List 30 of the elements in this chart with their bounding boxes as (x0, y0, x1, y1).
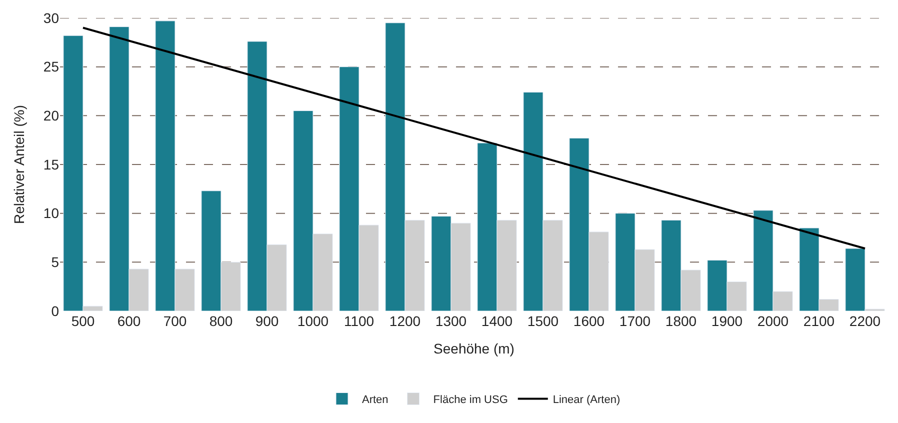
y-tick-label: 20 (43, 108, 60, 124)
y-tick-label: 5 (51, 254, 60, 270)
x-tick-label: 1600 (573, 313, 605, 329)
x-axis-title: Seehöhe (m) (434, 340, 514, 356)
y-tick-label: 30 (43, 10, 60, 26)
x-tick-label: 500 (71, 313, 95, 329)
x-tick-label: 1300 (435, 313, 467, 329)
legend-label: Linear (Arten) (552, 394, 620, 406)
x-tick-label: 600 (117, 313, 141, 329)
y-axis-title: Relativer Anteil (%) (11, 104, 28, 224)
x-tick-label: 2000 (757, 313, 789, 329)
x-tick-label: 1100 (344, 313, 374, 329)
x-tick-label: 2100 (803, 313, 835, 329)
x-tick-label: 1900 (711, 313, 743, 329)
x-tick-label: 1700 (619, 313, 651, 329)
x-tick-label: 1000 (297, 313, 329, 329)
y-tick-label: 15 (43, 156, 60, 172)
y-tick-label: 25 (43, 58, 60, 75)
legend-label: Arten (362, 394, 388, 406)
x-tick-label: 2200 (849, 313, 881, 329)
x-tick-label: 1500 (527, 313, 559, 329)
x-tick-label: 1800 (665, 313, 697, 329)
x-tick-label: 700 (163, 313, 187, 329)
x-tick-label: 1200 (389, 313, 421, 329)
x-tick-label: 800 (209, 313, 233, 329)
x-tick-label: 900 (255, 313, 279, 329)
legend-label: Fläche im USG (433, 394, 508, 406)
y-tick-label: 10 (43, 205, 60, 222)
y-tick-label: 0 (51, 302, 60, 319)
x-tick-label: 1400 (481, 313, 513, 329)
